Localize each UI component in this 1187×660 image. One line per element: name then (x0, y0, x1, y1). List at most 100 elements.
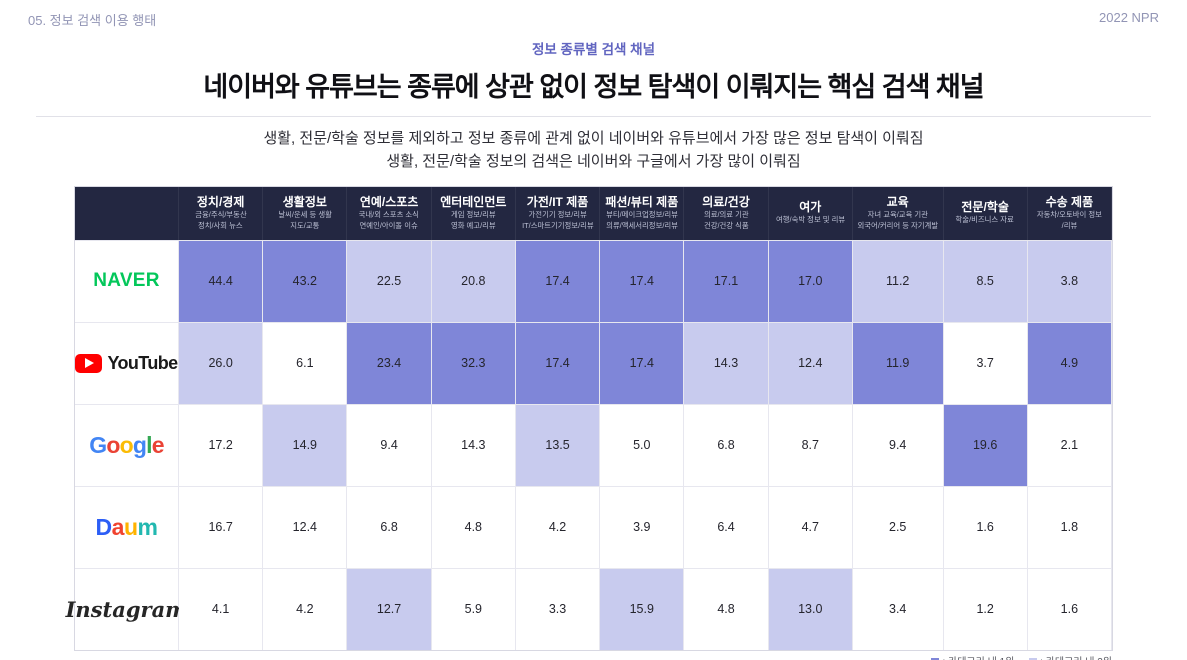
column-header: 정치/경제 금융/주식/부동산 정치/사회 뉴스 (179, 186, 264, 240)
legend-line: : 카테고리 내 1위 : 카테고리 내 2위 (867, 655, 1112, 660)
value-cell: 14.3 (431, 403, 516, 486)
value-cell: 13.0 (768, 567, 853, 650)
value-cell: 14.9 (263, 403, 348, 486)
value-cell: 17.4 (600, 321, 685, 404)
legend: : 카테고리 내 1위 : 카테고리 내 2위 [ Base: 전체, N=20… (867, 655, 1112, 660)
column-header-sublabel: 뷰티/메이크업정보/리뷰 (605, 210, 678, 219)
value-cell: 17.4 (515, 321, 601, 404)
column-header-sublabel: 국내/외 스포츠 소식 (358, 210, 420, 219)
column-header-label: 엔터테인먼트 (440, 194, 507, 209)
legend-label-rank1: : 카테고리 내 1위 (942, 657, 1014, 660)
slide-kicker: 정보 종류별 검색 채널 (531, 42, 656, 57)
column-header-sublabel: IT/스마트기기정보/리뷰 (521, 220, 594, 230)
naver-logo: NAVER (93, 270, 160, 291)
column-header: 가전/IT 제품 가전기기 정보/리뷰 IT/스마트기기정보/리뷰 (515, 186, 601, 240)
column-header-label: 정치/경제 (196, 194, 245, 209)
value-cell: 17.0 (768, 239, 853, 322)
value-cell: 1.6 (943, 485, 1028, 568)
value-cell: 2.5 (852, 485, 944, 568)
value-cell: 3.3 (515, 567, 601, 650)
value-cell: 23.4 (347, 321, 432, 404)
instagram-logo-cell: Instagram (66, 567, 187, 650)
daum-logo-cell: Daum (75, 485, 179, 568)
google-logo-letter: G (89, 431, 107, 458)
value-cell: 11.9 (852, 321, 944, 404)
value-cell: 5.0 (600, 403, 685, 486)
google-logo-letter: l (146, 431, 152, 458)
value-cell: 17.4 (515, 239, 601, 322)
column-header-sublabel: 자동차/오토바이 정보 (1036, 210, 1102, 219)
value-cell: 8.7 (768, 403, 853, 486)
column-header-sublabel: 가전기기 정보/리뷰 (528, 210, 587, 219)
column-header-label: 연예/스포츠 (359, 194, 419, 209)
legend-swatch-rank2 (1029, 657, 1038, 660)
column-header-sublabel: 영화 예고/리뷰 (450, 220, 496, 230)
google-logo-letter: e (151, 431, 165, 458)
subtitle-line-1: 생활, 전문/학술 정보를 제외하고 정보 종류에 관계 없이 네이버와 유튜브… (263, 130, 924, 147)
column-header-sublabel: 학술/비즈니스 자료 (956, 215, 1015, 224)
value-cell: 9.4 (347, 403, 432, 486)
value-cell: 8.5 (943, 239, 1028, 322)
column-header: 여가 여행/숙박 정보 및 리뷰 (768, 186, 853, 240)
instagram-logo: Instagram (65, 596, 188, 622)
column-header-sublabel: 건강/건강 식품 (703, 220, 749, 230)
google-logo-cell: Google (75, 403, 179, 486)
column-header-sublabel: 의류/액세서리정보/리뷰 (605, 220, 678, 230)
value-cell: 3.4 (852, 567, 944, 650)
value-cell: 4.1 (179, 567, 264, 650)
value-cell: 9.4 (852, 403, 944, 486)
column-header-label: 패션/뷰티 제품 (605, 194, 679, 209)
youtube-play-icon (75, 353, 103, 373)
youtube-logo-cell: YouTube (75, 321, 179, 404)
google-logo-letter: o (119, 431, 134, 458)
column-header: 전문/학술 학술/비즈니스 자료 (943, 186, 1028, 240)
column-header-sublabel: 날씨/운세 등 생활 (278, 210, 332, 219)
value-cell: 22.5 (347, 239, 432, 322)
value-cell: 17.2 (179, 403, 264, 486)
column-header-label: 의료/건강 (702, 194, 750, 209)
page-title: 네이버와 유튜브는 종류에 상관 없이 정보 탐색이 이뤄지는 핵심 검색 채널 (203, 72, 984, 102)
section-label: 05. 정보 검색 이용 행태 (28, 13, 157, 28)
google-logo-letter: g (132, 431, 147, 458)
subtitle: 생활, 전문/학술 정보를 제외하고 정보 종류에 관계 없이 네이버와 유튜브… (0, 127, 1187, 174)
google-logo: Google (89, 431, 165, 459)
value-cell: 1.6 (1027, 567, 1112, 650)
column-header: 수송 제품 자동차/오토바이 정보/리뷰 (1027, 186, 1112, 240)
value-cell: 2.1 (1027, 403, 1112, 486)
column-header-sublabel: 게임 정보/리뷰 (450, 210, 496, 219)
value-cell: 4.9 (1027, 321, 1112, 404)
column-header: 패션/뷰티 제품 뷰티/메이크업정보/리뷰 의류/액세서리정보/리뷰 (600, 186, 685, 240)
value-cell: 20.8 (431, 239, 516, 322)
value-cell: 4.8 (684, 567, 769, 650)
legend-label-rank2: : 카테고리 내 2위 (1040, 657, 1112, 660)
column-header-label: 교육 (886, 194, 909, 209)
naver-logo-cell: NAVER (75, 239, 179, 322)
value-cell: 5.9 (431, 567, 516, 650)
value-cell: 3.8 (1027, 239, 1112, 322)
column-header-sublabel: 지도/교통 (290, 220, 320, 230)
column-header-sublabel: 연예인/아이돌 이슈 (359, 220, 419, 230)
value-cell: 12.4 (263, 485, 348, 568)
value-cell: 6.1 (263, 321, 348, 404)
value-cell: 6.4 (684, 485, 769, 568)
value-cell: 6.8 (684, 403, 769, 486)
value-cell: 4.8 (431, 485, 516, 568)
value-cell: 3.7 (943, 321, 1028, 404)
value-cell: 6.8 (347, 485, 432, 568)
google-logo-letter: o (106, 431, 120, 458)
report-label: 2022 NPR (1099, 10, 1159, 25)
value-cell: 32.3 (431, 321, 516, 404)
column-header-sublabel: 여행/숙박 정보 및 리뷰 (775, 215, 845, 224)
value-cell: 43.2 (263, 239, 348, 322)
youtube-logo: YouTube (75, 353, 178, 374)
column-header: 교육 자녀 교육/교육 기관 외국어/커리어 등 자기계발 (852, 186, 944, 240)
value-cell: 14.3 (684, 321, 769, 404)
value-cell: 26.0 (179, 321, 264, 404)
column-header-sublabel: 의료/의료 기관 (703, 210, 749, 219)
subtitle-line-2: 생활, 전문/학술 정보의 검색은 네이버와 구글에서 가장 많이 이뤄짐 (386, 153, 801, 171)
value-cell: 3.9 (600, 485, 685, 568)
column-header-sublabel: 정치/사회 뉴스 (198, 220, 243, 230)
value-cell: 1.8 (1027, 485, 1112, 568)
column-header-label: 가전/IT 제품 (526, 194, 589, 209)
